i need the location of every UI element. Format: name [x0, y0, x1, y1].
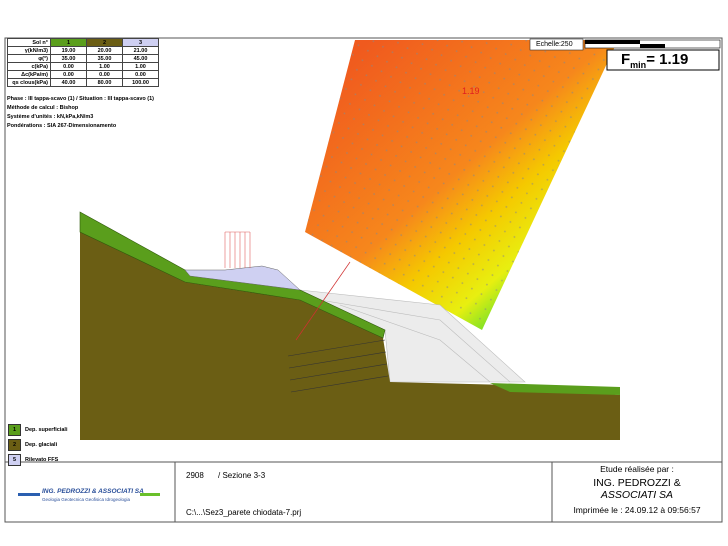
legend-item: 1 Dep. superficiali	[8, 424, 68, 436]
soil-table-wrap: Sol n° 1 2 3 γ(kN/m3) 19.00 20.00 21.00 φ(°) 35.0…	[7, 38, 159, 87]
info: Phase : III tappa-scavo (1) / Situation …	[7, 96, 154, 132]
embankment	[184, 265, 301, 291]
table-cell: γ(kN/m3)	[7, 46, 51, 55]
header-cell: 1	[50, 38, 87, 47]
legend-item: 5 Rilevato FFS	[8, 454, 68, 466]
legend-swatch: 5	[8, 454, 21, 466]
legend-label: Rilevato FFS	[25, 457, 59, 463]
table-cell: 35.00	[86, 54, 123, 63]
logo-stripe	[18, 493, 40, 496]
table-cell: 21.00	[122, 46, 159, 55]
table-cell: 20.00	[86, 46, 123, 55]
header-cell: Sol n°	[7, 38, 51, 47]
table-cell: 0.00	[50, 70, 87, 79]
logo-name: ING. PEDROZZI & ASSOCIATI SA	[42, 488, 144, 495]
scale-bar	[585, 40, 640, 44]
table-cell: c(kPa)	[7, 62, 51, 71]
header-cell: 2	[86, 38, 123, 47]
table-cell: φ(°)	[7, 54, 51, 63]
fmin: Fmin= 1.19	[621, 51, 688, 70]
table-cell: Δc(kPa/m)	[7, 70, 51, 79]
legend-item: 2 Dep. glaciali	[8, 439, 68, 451]
legend-label: Dep. glaciali	[25, 442, 58, 448]
table-cell: 19.00	[50, 46, 87, 55]
load	[224, 231, 251, 268]
scale-label: Echelle:250	[536, 41, 573, 48]
fmin-subscript: min	[630, 60, 647, 70]
table-cell: qs clous(kPa)	[7, 78, 51, 87]
slip-line	[319, 299, 511, 383]
section: / Sezione 3-3	[218, 471, 266, 480]
credit-title: Etude réalisée par :	[600, 464, 674, 474]
table-row: qs clous(kPa) 40.00 80.00 100.00	[7, 78, 159, 87]
fmin-symbol: F	[621, 51, 631, 68]
layer-superficiali	[490, 383, 620, 395]
grid-points	[305, 40, 618, 330]
legend-swatch: 1	[8, 424, 21, 436]
fmin-value: = 1.19	[646, 51, 689, 68]
table-cell: 1.00	[122, 62, 159, 71]
scale-bar	[640, 44, 665, 48]
table-cell: 1.00	[86, 62, 123, 71]
table-row: Δc(kPa/m) 0.00 0.00 0.00	[7, 70, 159, 79]
soil-table: Sol n° 1 2 3 γ(kN/m3) 19.00 20.00 21.00 φ(°) 35.0…	[7, 38, 159, 87]
table-cell: 45.00	[122, 54, 159, 63]
logo-stripe	[140, 493, 160, 496]
table-cell: 0.00	[86, 70, 123, 79]
table-cell: 100.00	[122, 78, 159, 87]
table-cell: 0.00	[122, 70, 159, 79]
nails	[287, 339, 389, 393]
table-cell: 35.00	[50, 54, 87, 63]
info-line: Système d'unités : kN,kPa,kN/m3	[7, 114, 94, 120]
table-header: Sol n° 1 2 3	[7, 38, 159, 47]
info-line: Méthode de calcul : Bishop	[7, 105, 79, 111]
table-row: γ(kN/m3) 19.00 20.00 21.00	[7, 46, 159, 55]
table-cell: 0.00	[50, 62, 87, 71]
logo-sub: Geologia Geotecnica Geofisica Idrogeolog…	[42, 497, 131, 502]
table-row: φ(°) 35.00 35.00 45.00	[7, 54, 159, 63]
project: 2908	[186, 471, 204, 480]
grid-min-label: 1.19	[462, 86, 480, 96]
file: C:\...\Sez3_parete chiodata-7.prj	[186, 508, 302, 517]
company: ING. PEDROZZI &	[593, 477, 681, 489]
footer-frame	[4, 461, 723, 523]
info-line: Phase : III tappa-scavo (1) / Situation …	[7, 96, 155, 102]
info-line: Pondérations : SIA 267-Dimensionamento	[7, 123, 117, 129]
radius	[295, 261, 351, 341]
scale-box	[529, 38, 584, 51]
legend-swatch: 2	[8, 439, 21, 451]
legend-label: Dep. superficiali	[25, 427, 68, 433]
layer-glaciali	[80, 232, 620, 440]
fmin-box	[606, 49, 720, 71]
slip-line	[339, 304, 491, 383]
table-cell: 40.00	[50, 78, 87, 87]
legend: 1 Dep. superficiali 2 Dep. glaciali 5 Rilevat…	[8, 424, 68, 469]
printed: Imprimée le : 24.09.12 à 09:56:57	[573, 505, 701, 515]
table-cell: 80.00	[86, 78, 123, 87]
header-cell: 3	[122, 38, 159, 47]
table-row: c(kPa) 0.00 1.00 1.00	[7, 62, 159, 71]
company: ASSOCIATI SA	[600, 489, 674, 501]
